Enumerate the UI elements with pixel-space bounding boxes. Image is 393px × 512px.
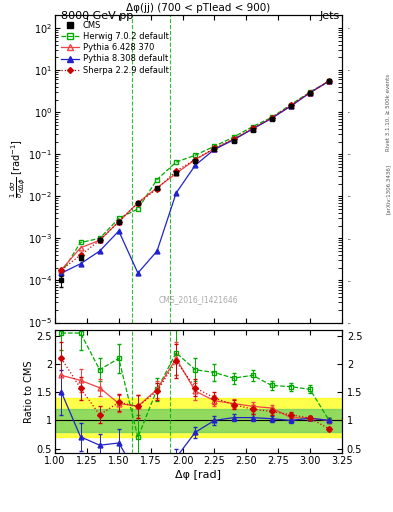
Text: CMS_2016_I1421646: CMS_2016_I1421646 (159, 295, 238, 304)
Text: Jets: Jets (320, 11, 340, 22)
Title: Δφ(jj) (700 < pTlead < 900): Δφ(jj) (700 < pTlead < 900) (126, 3, 271, 13)
Text: 8000 GeV pp: 8000 GeV pp (61, 11, 133, 22)
Y-axis label: $\frac{1}{\sigma}\frac{d\sigma}{d\Delta\phi}$ [rad$^{-1}$]: $\frac{1}{\sigma}\frac{d\sigma}{d\Delta\… (8, 140, 27, 198)
Y-axis label: Ratio to CMS: Ratio to CMS (24, 360, 34, 423)
Text: [arXiv:1306.3436]: [arXiv:1306.3436] (386, 164, 391, 215)
Text: Rivet 3.1.10, ≥ 500k events: Rivet 3.1.10, ≥ 500k events (386, 74, 391, 151)
X-axis label: Δφ [rad]: Δφ [rad] (175, 470, 222, 480)
Legend: CMS, Herwig 7.0.2 default, Pythia 6.428 370, Pythia 8.308 default, Sherpa 2.2.9 : CMS, Herwig 7.0.2 default, Pythia 6.428 … (59, 19, 170, 76)
